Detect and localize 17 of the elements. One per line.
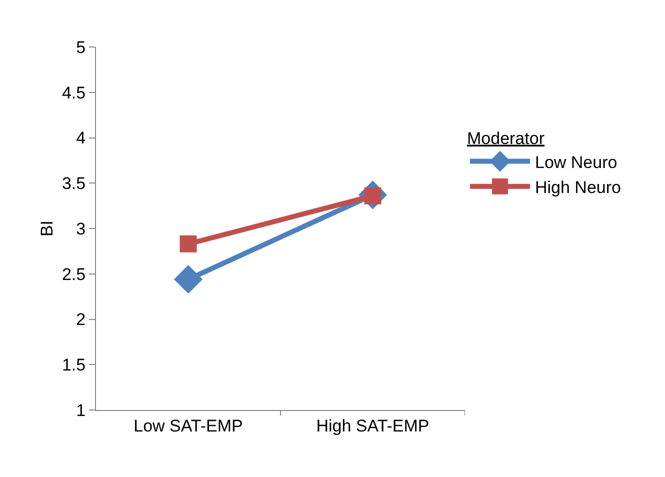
point [174, 265, 203, 294]
y-tick-label: 5 [76, 38, 86, 57]
legend-label: High Neuro [535, 178, 621, 198]
y-tick-label: 2 [76, 310, 86, 330]
x-tick-label: High SAT-EMP [316, 416, 430, 436]
x-tick-label: Low SAT-EMP [134, 416, 243, 436]
y-tick-label: 3 [76, 219, 86, 238]
y-tick-label: 4 [76, 128, 86, 148]
y-tick-label: 1 [76, 400, 86, 420]
y-axis-title: BI [38, 220, 57, 237]
point [180, 235, 197, 252]
y-tick-label: 1.5 [62, 356, 86, 375]
legend-title: Moderator [467, 128, 545, 148]
y-tick-label: 4.5 [62, 83, 86, 102]
y-tick-label: 3.5 [62, 174, 86, 194]
y-tick-label: 2.5 [62, 264, 86, 284]
legend-label: Low Neuro [535, 152, 618, 172]
